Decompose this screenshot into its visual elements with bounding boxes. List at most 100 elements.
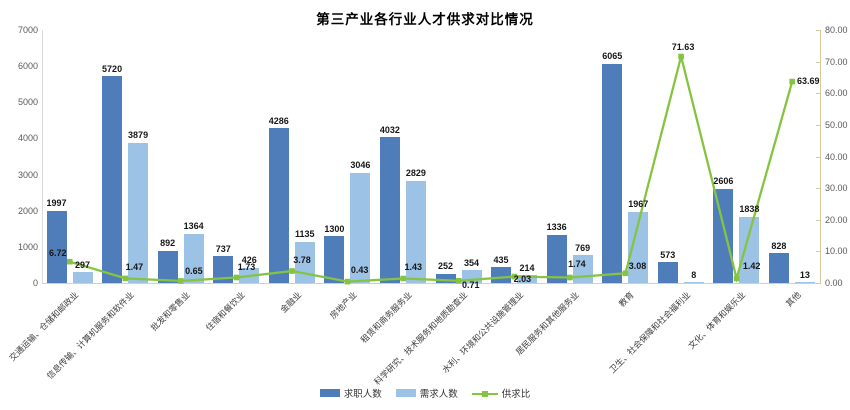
y-axis-right-tickmark	[816, 30, 821, 31]
y-axis-right-tickmark	[816, 156, 821, 158]
bar-jobseekers	[379, 137, 400, 283]
y-axis-right-tickmark	[816, 61, 821, 63]
bar-value-label: 1364	[183, 221, 204, 232]
bar-demand	[405, 180, 426, 283]
bar-jobseekers	[657, 262, 678, 283]
bar-demand	[128, 142, 149, 283]
y-axis-right-tickmark	[816, 251, 821, 253]
y-axis-tick-label-left: 2000	[17, 205, 38, 216]
y-axis-right-tickmark	[816, 124, 821, 126]
bar-demand	[794, 282, 815, 283]
bar-value-label: 4286	[268, 115, 289, 126]
ratio-line-marker	[567, 274, 573, 281]
bar-value-label: 6065	[602, 51, 623, 62]
y-axis-right-tickmark	[816, 188, 821, 190]
bar-value-label: 3879	[128, 130, 149, 141]
bar-demand	[517, 275, 538, 283]
ratio-value-label: 3.08	[628, 261, 647, 272]
y-axis-right-tickmark	[816, 219, 821, 221]
y-axis-tick-label-left: 7000	[17, 25, 38, 35]
legend-item-ratio: 供求比	[471, 386, 531, 400]
bar-demand	[683, 282, 704, 283]
ratio-line-marker	[400, 275, 406, 282]
ratio-value-label: 2.03	[513, 273, 532, 284]
demand-swatch-icon	[395, 389, 416, 397]
legend: 求职人数 需求人数 供求比	[0, 386, 850, 400]
bar-demand	[628, 211, 649, 283]
ratio-value-label: 1.74	[568, 259, 586, 270]
bar-jobseekers	[324, 236, 345, 283]
ratio-line-marker-icon	[471, 390, 498, 397]
bar-value-label: 737	[215, 243, 231, 254]
bar-value-label: 435	[493, 254, 509, 265]
bar-value-label: 426	[241, 255, 257, 266]
ratio-line-marker	[122, 275, 129, 282]
ratio-line-marker	[789, 78, 795, 85]
ratio-line-marker	[289, 268, 295, 274]
bar-jobseekers	[713, 188, 734, 283]
y-axis-tick-label-right: 20.00	[825, 214, 848, 225]
ratio-value-label: 0.71	[462, 279, 480, 290]
bar-value-label: 252	[437, 261, 454, 272]
y-axis-tick-label-right: 60.00	[825, 88, 848, 99]
bar-jobseekers	[602, 63, 623, 283]
y-axis-tick-label-left: 4000	[17, 133, 38, 144]
legend-item-jobseekers: 求职人数	[319, 386, 382, 400]
bar-value-label: 573	[660, 249, 676, 260]
legend-label-ratio: 供求比	[501, 389, 531, 400]
ratio-value-label: 1.47	[125, 262, 144, 273]
ratio-line-marker	[456, 278, 462, 284]
bar-value-label: 5720	[102, 63, 123, 74]
bar-value-label: 214	[519, 262, 535, 273]
x-axis-line	[42, 283, 820, 284]
ratio-value-label: 0.65	[185, 265, 203, 276]
ratio-value-label: 1.73	[237, 261, 256, 272]
legend-label-demand: 需求人数	[419, 389, 458, 400]
y-axis-tick-label-left: 5000	[17, 97, 38, 108]
bar-demand	[72, 272, 93, 283]
y-axis-tick-label-left: 1000	[17, 241, 38, 252]
y-axis-tick-label-left: 6000	[17, 61, 38, 72]
y-axis-tick-label-right: 40.00	[825, 151, 848, 162]
bar-demand	[739, 216, 760, 283]
y-axis-right-tickmark	[816, 93, 821, 95]
bar-value-label: 1838	[739, 204, 760, 215]
bar-jobseekers	[102, 76, 123, 283]
y-axis-tick-label-right: 10.00	[825, 246, 848, 257]
chart-title: 第三产业各行业人才供求对比情况	[316, 12, 534, 27]
ratio-value-label: 1.43	[404, 262, 422, 273]
ratio-line-marker	[733, 275, 740, 282]
jobseekers-swatch-icon	[319, 389, 340, 397]
ratio-line-marker	[678, 53, 684, 60]
bar-value-label: 354	[463, 257, 480, 268]
bar-value-label: 2606	[713, 176, 734, 187]
ratio-line-marker	[511, 273, 518, 280]
bar-jobseekers	[157, 250, 178, 283]
y-axis-tick-label-right: 70.00	[825, 56, 848, 67]
bar-jobseekers	[768, 253, 789, 283]
y-axis-tick-label-left: 0	[32, 278, 38, 288]
bar-value-label: 4032	[379, 124, 400, 135]
bar-value-label: 2829	[405, 168, 426, 179]
ratio-value-label: 63.69	[796, 75, 820, 86]
bar-value-label: 8	[691, 269, 697, 280]
bar-jobseekers	[546, 234, 567, 283]
ratio-value-label: 6.72	[49, 247, 67, 258]
y-axis-left-line	[42, 30, 43, 283]
y-axis-tick-label-right: 0.00	[825, 278, 843, 288]
bar-value-label: 297	[74, 259, 91, 270]
bar-value-label: 3046	[350, 160, 371, 171]
bar-value-label: 892	[160, 238, 176, 249]
ratio-line-marker	[233, 274, 240, 281]
ratio-value-label: 1.42	[742, 260, 761, 271]
ratio-line-marker	[622, 270, 629, 277]
legend-item-demand: 需求人数	[395, 386, 458, 400]
y-axis-tick-label-right: 50.00	[825, 119, 848, 130]
ratio-value-label: 0.43	[350, 264, 369, 275]
ratio-line-marker	[178, 278, 184, 284]
y-axis-right-tickmark	[816, 283, 821, 284]
y-axis-tick-label-right: 30.00	[825, 183, 848, 194]
bar-value-label: 1135	[295, 229, 315, 240]
bar-value-label: 1336	[546, 222, 567, 233]
